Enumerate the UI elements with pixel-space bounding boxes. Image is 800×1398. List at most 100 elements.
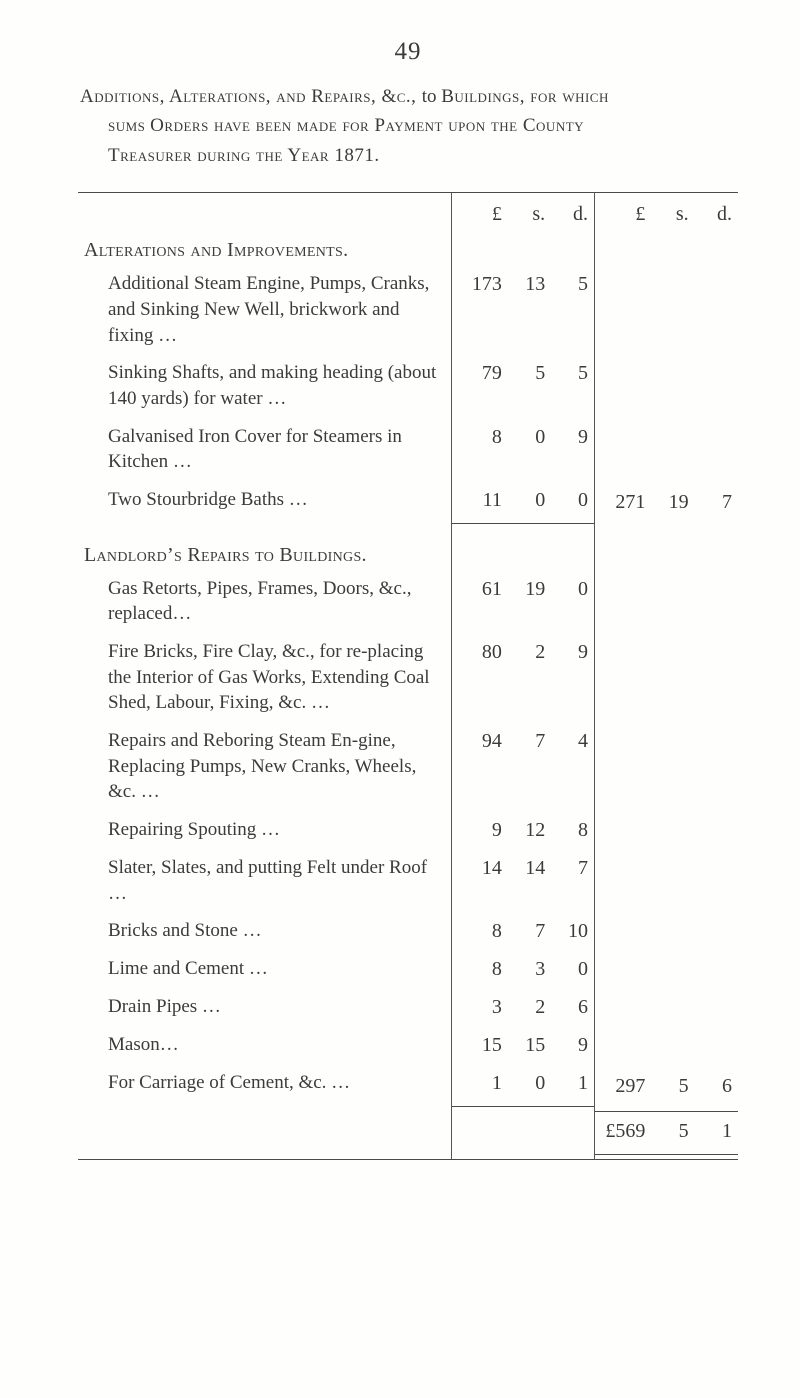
heading-part: Additions, Alterations, and Repairs, &c.…	[80, 86, 422, 107]
heading-part: to	[422, 86, 437, 107]
item-shilling: 12	[508, 811, 551, 849]
table-row: Sinking Shafts, and making heading (abou…	[78, 354, 738, 417]
grand-total-pound: £569	[595, 1112, 652, 1150]
item-pence: 4	[551, 722, 594, 811]
subtotal-shilling: 5	[651, 1064, 694, 1107]
item-shilling: 13	[508, 265, 551, 354]
item-pound: 14	[452, 849, 508, 912]
grand-total-row: £569 5 1	[78, 1112, 738, 1150]
item-desc: For Carriage of Cement, &c. …	[78, 1064, 452, 1102]
item-shilling: 0	[508, 481, 551, 519]
item-desc: Sinking Shafts, and making heading (abou…	[78, 354, 452, 417]
table-row: Gas Retorts, Pipes, Frames, Doors, &c., …	[78, 570, 738, 633]
item-pound: 8	[452, 950, 508, 988]
item-shilling: 0	[508, 1064, 551, 1102]
item-shilling: 5	[508, 354, 551, 417]
col-shilling-2: s.	[651, 193, 694, 228]
table-row: Bricks and Stone … 8 7 10	[78, 912, 738, 950]
item-desc: Fire Bricks, Fire Clay, &c., for re-plac…	[78, 633, 452, 722]
item-shilling: 0	[508, 418, 551, 481]
item-pound: 15	[452, 1026, 508, 1064]
subtotal-shilling: 19	[651, 481, 694, 524]
col-pence-1: d.	[551, 193, 594, 228]
item-pence: 6	[551, 988, 594, 1026]
item-pence: 0	[551, 570, 594, 633]
heading-part: Treasurer during the Year 1871.	[80, 141, 734, 170]
table-row: Lime and Cement … 8 3 0	[78, 950, 738, 988]
item-pound: 11	[452, 481, 508, 519]
heading-part: Buildings, for which	[441, 86, 609, 107]
page-heading: Additions, Alterations, and Repairs, &c.…	[80, 82, 734, 170]
item-desc: Slater, Slates, and putting Felt under R…	[78, 849, 452, 912]
item-pound: 80	[452, 633, 508, 722]
table-row: Repairing Spouting … 9 12 8	[78, 811, 738, 849]
item-pound: 1	[452, 1064, 508, 1102]
table-row: Slater, Slates, and putting Felt under R…	[78, 849, 738, 912]
item-pence: 0	[551, 481, 594, 519]
heading-part: sums	[108, 115, 145, 136]
table-row: Two Stourbridge Baths … 11 0 0 271 19 7	[78, 481, 738, 519]
item-shilling: 3	[508, 950, 551, 988]
item-pound: 9	[452, 811, 508, 849]
item-pence: 9	[551, 633, 594, 722]
item-shilling: 14	[508, 849, 551, 912]
accounts-table: £ s. d. £ s. d. Alterations and Improvem…	[78, 192, 738, 1159]
col-pence-2: d.	[695, 193, 738, 228]
table-header-row: £ s. d. £ s. d.	[78, 193, 738, 228]
item-desc: Additional Steam Engine, Pumps, Cranks, …	[78, 265, 452, 354]
col-pound-2: £	[595, 193, 652, 228]
item-desc: Drain Pipes …	[78, 988, 452, 1026]
item-pound: 8	[452, 912, 508, 950]
table-row: Fire Bricks, Fire Clay, &c., for re-plac…	[78, 633, 738, 722]
section-title: Landlord’s Repairs to Buildings.	[78, 524, 452, 570]
item-pence: 9	[551, 1026, 594, 1064]
subtotal-pence: 6	[695, 1064, 738, 1107]
col-pound-1: £	[452, 193, 508, 228]
heading-part: Orders have been made for Payment upon t…	[150, 115, 584, 136]
table-row: Mason… 15 15 9	[78, 1026, 738, 1064]
table-row: For Carriage of Cement, &c. … 1 0 1 297 …	[78, 1064, 738, 1102]
grand-total-shilling: 5	[651, 1112, 694, 1150]
item-pound: 94	[452, 722, 508, 811]
item-shilling: 19	[508, 570, 551, 633]
item-pence: 5	[551, 265, 594, 354]
item-pound: 61	[452, 570, 508, 633]
item-shilling: 2	[508, 633, 551, 722]
page-number: 49	[78, 38, 738, 66]
item-shilling: 15	[508, 1026, 551, 1064]
table-row: Drain Pipes … 3 2 6	[78, 988, 738, 1026]
item-desc: Repairs and Reboring Steam En-gine, Repl…	[78, 722, 452, 811]
item-pence: 5	[551, 354, 594, 417]
item-pound: 79	[452, 354, 508, 417]
subtotal-pence: 7	[695, 481, 738, 524]
item-pence: 7	[551, 849, 594, 912]
item-shilling: 2	[508, 988, 551, 1026]
item-desc: Galvanised Iron Cover for Steamers in Ki…	[78, 418, 452, 481]
item-desc: Two Stourbridge Baths …	[78, 481, 452, 519]
subtotal-pound: 271	[595, 481, 652, 524]
table-row: Repairs and Reboring Steam En-gine, Repl…	[78, 722, 738, 811]
section-heading-row: Landlord’s Repairs to Buildings.	[78, 524, 738, 570]
table-bottom-rule	[78, 1155, 738, 1159]
col-shilling-1: s.	[508, 193, 551, 228]
item-shilling: 7	[508, 722, 551, 811]
item-desc: Mason…	[78, 1026, 452, 1064]
item-pence: 9	[551, 418, 594, 481]
item-desc: Lime and Cement …	[78, 950, 452, 988]
item-desc: Bricks and Stone …	[78, 912, 452, 950]
item-pence: 8	[551, 811, 594, 849]
section-title: Alterations and Improvements.	[78, 227, 452, 265]
table-row: Additional Steam Engine, Pumps, Cranks, …	[78, 265, 738, 354]
item-pence: 0	[551, 950, 594, 988]
grand-total-pence: 1	[695, 1112, 738, 1150]
item-desc: Gas Retorts, Pipes, Frames, Doors, &c., …	[78, 570, 452, 633]
item-desc: Repairing Spouting …	[78, 811, 452, 849]
table-row: Galvanised Iron Cover for Steamers in Ki…	[78, 418, 738, 481]
subtotal-pound: 297	[595, 1064, 652, 1107]
item-pound: 3	[452, 988, 508, 1026]
section-heading-row: Alterations and Improvements.	[78, 227, 738, 265]
item-pence: 10	[551, 912, 594, 950]
item-shilling: 7	[508, 912, 551, 950]
item-pound: 173	[452, 265, 508, 354]
item-pence: 1	[551, 1064, 594, 1102]
